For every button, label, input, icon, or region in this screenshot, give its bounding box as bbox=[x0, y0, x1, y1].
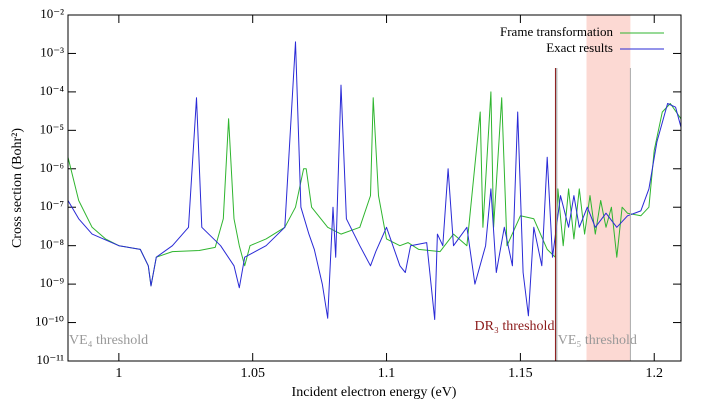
x-tick-label: 1.05 bbox=[240, 366, 265, 381]
y-tick-label: 10⁻¹¹ bbox=[36, 352, 64, 367]
y-tick-label: 10⁻⁴ bbox=[40, 83, 65, 98]
y-axis-label: Cross section (Bohr²) bbox=[10, 128, 25, 248]
y-tick-label: 10⁻² bbox=[40, 6, 64, 21]
series-line bbox=[67, 41, 682, 320]
legend-label: Frame transformation bbox=[500, 24, 613, 39]
legend-label: Exact results bbox=[546, 40, 613, 55]
y-tick-label: 10⁻³ bbox=[40, 44, 64, 59]
x-tick-label: 1 bbox=[115, 366, 122, 381]
annotation: VE₄ threshold bbox=[69, 333, 148, 348]
series-line bbox=[67, 91, 682, 287]
plot-frame bbox=[67, 14, 682, 362]
y-tick-label: 10⁻⁷ bbox=[40, 198, 64, 213]
y-tick-label: 10⁻⁸ bbox=[40, 237, 65, 252]
y-tick-label: 10⁻¹⁰ bbox=[35, 314, 64, 329]
y-tick-label: 10⁻⁹ bbox=[40, 275, 65, 290]
x-tick-label: 1.2 bbox=[645, 366, 663, 381]
x-tick-label: 1.15 bbox=[508, 366, 533, 381]
annotation: VE₅ threshold bbox=[558, 333, 637, 348]
y-tick-label: 10⁻⁵ bbox=[40, 121, 64, 136]
y-tick-label: 10⁻⁶ bbox=[40, 160, 64, 175]
x-tick-label: 1.1 bbox=[378, 366, 396, 381]
x-axis-label: Incident electron energy (eV) bbox=[292, 385, 457, 400]
annotation: DR₃ threshold bbox=[475, 319, 555, 334]
shaded-region bbox=[586, 15, 631, 361]
